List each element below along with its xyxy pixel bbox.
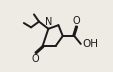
Text: O: O xyxy=(72,16,80,26)
Text: O: O xyxy=(31,54,39,64)
Text: N: N xyxy=(44,17,52,27)
Text: OH: OH xyxy=(81,39,97,49)
